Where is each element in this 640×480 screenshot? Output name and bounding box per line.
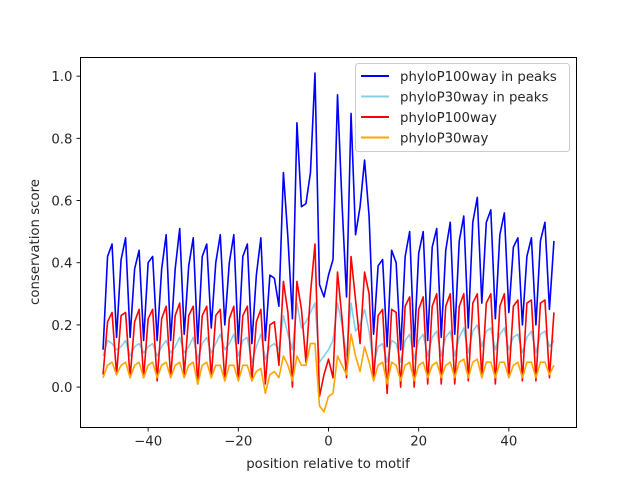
- y-tick-label: 0.0: [51, 381, 72, 396]
- x-tick-label: −40: [134, 435, 162, 450]
- x-axis-label: position relative to motif: [246, 457, 410, 472]
- y-tick-label: 0.6: [51, 195, 72, 210]
- series-line-0: [102, 72, 555, 351]
- legend-box: [355, 63, 570, 152]
- legend: phyloP100way in peaks phyloP30way in peak…: [355, 63, 570, 152]
- y-axis: 0.0 0.2 0.4 0.6 0.8 1.0: [51, 70, 81, 396]
- legend-label: phyloP30way in peaks: [400, 91, 548, 106]
- series-line-2: [102, 243, 555, 398]
- x-tick-label: −20: [224, 435, 252, 450]
- legend-label: phyloP30way: [400, 132, 489, 147]
- x-tick-label: 20: [410, 435, 427, 450]
- y-tick-label: 0.2: [51, 319, 72, 334]
- legend-label: phyloP100way: [400, 111, 497, 126]
- series-layer: [102, 72, 555, 413]
- x-tick-label: 0: [324, 435, 332, 450]
- x-axis: −40 −20 0 20 40: [134, 427, 517, 450]
- x-tick-label: 40: [500, 435, 517, 450]
- y-tick-label: 0.4: [51, 257, 72, 272]
- y-tick-label: 1.0: [51, 70, 72, 85]
- series-line-3: [102, 333, 555, 413]
- y-tick-label: 0.8: [51, 132, 72, 147]
- legend-label: phyloP100way in peaks: [400, 70, 557, 85]
- y-axis-label: conservation score: [28, 179, 43, 305]
